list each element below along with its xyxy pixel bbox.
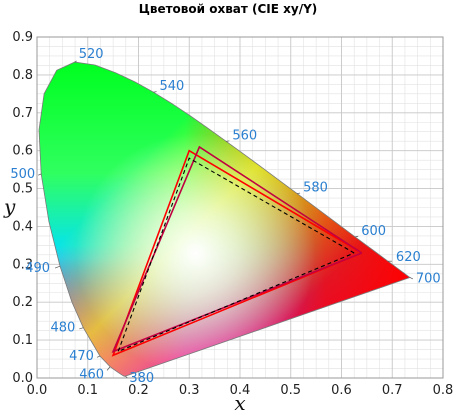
y-tick-label: 0.8 <box>12 68 33 83</box>
wavelength-tick <box>79 327 84 330</box>
x-tick-label: 0.1 <box>77 383 98 398</box>
wavelength-tick <box>96 355 101 358</box>
wavelength-label: 580 <box>303 181 328 196</box>
y-tick-label: 0.4 <box>12 219 33 234</box>
wavelength-tick <box>125 375 128 379</box>
gamut-triangle-1 <box>111 149 363 357</box>
y-tick-label: 0.1 <box>12 333 33 348</box>
wavelength-label: 500 <box>10 167 35 182</box>
triangles <box>111 145 363 357</box>
y-tick-label: 0.3 <box>12 257 33 272</box>
wavelength-label: 540 <box>160 79 185 94</box>
gamut-fill <box>38 61 411 377</box>
y-tick-label: 0.6 <box>12 144 33 159</box>
x-tick-label: 0.6 <box>331 383 352 398</box>
x-tick-label: 0.7 <box>382 383 403 398</box>
gamut-layer-white <box>39 62 410 377</box>
wavelength-label: 520 <box>79 47 104 62</box>
wavelength-tick <box>54 265 61 269</box>
x-axis-label: x <box>234 391 245 415</box>
y-axis-label: y <box>3 195 16 219</box>
y-tick-label: 0.5 <box>12 182 33 197</box>
x-tick-label: 0.4 <box>230 383 251 398</box>
wavelength-label: 490 <box>25 261 50 276</box>
axes <box>36 36 444 379</box>
wavelength-tick <box>38 173 42 176</box>
wavelength-label: 480 <box>51 321 76 336</box>
y-tick-label: 0.7 <box>12 106 33 121</box>
wavelength-label: 470 <box>69 349 94 364</box>
wavelength-tick <box>226 140 230 142</box>
wavelength-label: 380 <box>129 371 154 386</box>
x-tick-label: 0.5 <box>280 383 301 398</box>
y-tick-label: 0.9 <box>12 30 33 45</box>
wavelength-label: 700 <box>416 271 441 286</box>
spectral-locus-outline <box>38 61 411 377</box>
x-tick-label: 0.0 <box>27 383 48 398</box>
plot-frame <box>36 36 444 379</box>
wavelength-tick <box>409 277 414 280</box>
wavelength-tick <box>153 91 157 93</box>
x-tick-label: 0.3 <box>179 383 200 398</box>
x-tick-label: 0.2 <box>128 383 149 398</box>
wavelength-label: 460 <box>79 368 104 383</box>
x-tick-label: 0.8 <box>433 383 454 398</box>
wavelength-label: 600 <box>361 224 386 239</box>
chart-title: Цветовой охват (CIE xy/Y) <box>138 2 318 16</box>
y-tick-label: 0.2 <box>12 295 33 310</box>
wavelength-label: 620 <box>396 250 421 265</box>
wavelength-tick <box>74 60 77 63</box>
y-tick-label: 0.0 <box>12 371 33 386</box>
wavelength-tick <box>355 235 359 238</box>
wavelength-tick <box>106 366 111 371</box>
wavelength-label: 560 <box>232 128 257 143</box>
labels: 0.0 0.1 0.2 0.3 0.4 0.5 0.6 0.7 0.8 0.0 0.1 0.2 0.3 0… <box>3 30 453 415</box>
wavelength-tick <box>297 192 301 194</box>
